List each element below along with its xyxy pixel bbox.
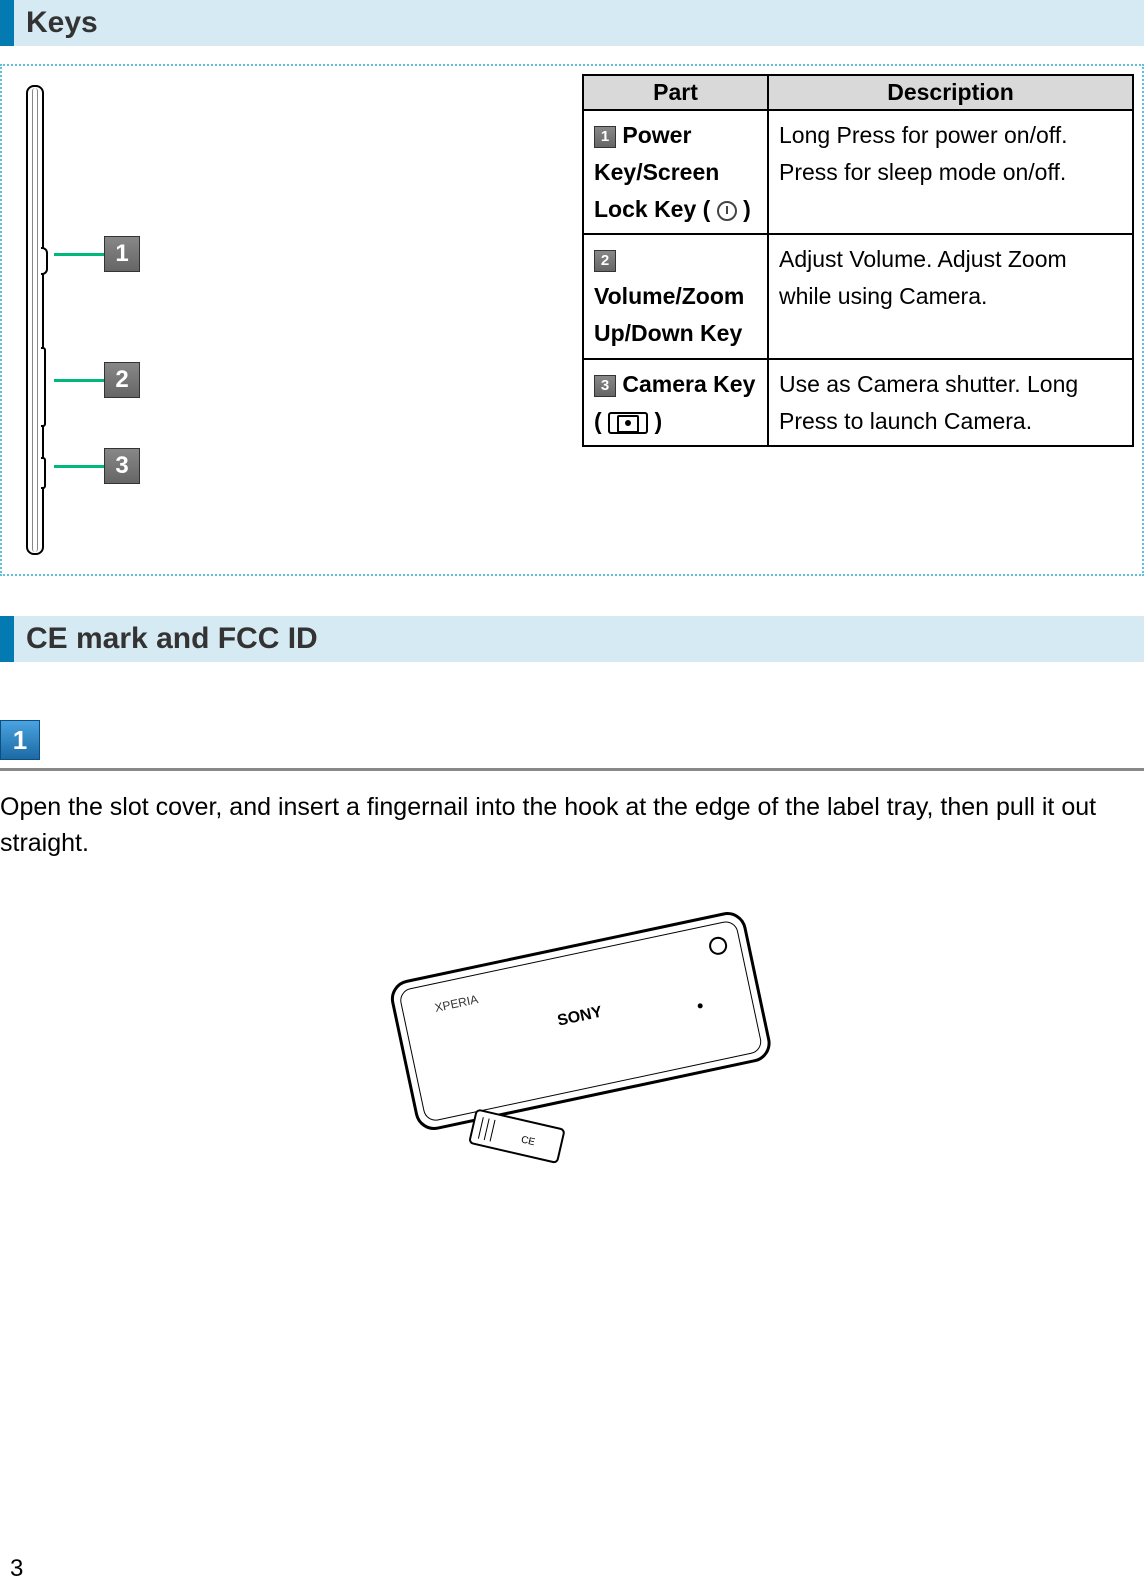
- desc-cell-3: Use as Camera shutter. Long Press to lau…: [768, 359, 1133, 447]
- desc-cell-1: Long Press for power on/off. Press for s…: [768, 110, 1133, 234]
- part-text: Power: [616, 122, 691, 148]
- callout-line: [54, 253, 104, 256]
- callout-line: [54, 465, 104, 468]
- table-header-row: Part Description: [583, 75, 1133, 110]
- part-text: Key/Screen Lock Key: [594, 159, 719, 222]
- callout-3: 3: [54, 448, 140, 484]
- phone-tray-svg: XPERIA SONY CE: [332, 878, 812, 1178]
- part-text: Camera: [616, 371, 707, 397]
- part-cell-2: 2 Volume/Zoom Up/Down Key: [583, 234, 768, 358]
- side-button-1: [41, 247, 48, 275]
- section-title: CE mark and FCC ID: [26, 622, 318, 655]
- step-instruction-text: Open the slot cover, and insert a finger…: [0, 789, 1144, 862]
- part-cell-3: 3 Camera Key ( ): [583, 359, 768, 447]
- power-icon: [717, 201, 737, 221]
- side-button-3: [41, 457, 46, 489]
- callout-badge-1: 1: [104, 236, 140, 272]
- side-button-2: [41, 347, 46, 427]
- section-header-keys: Keys: [0, 0, 1144, 46]
- phone-side-illustration: [26, 85, 44, 555]
- keys-table: Part Description 1 Power Key/Screen Lock…: [582, 74, 1134, 447]
- keys-diagram: 1 2 3: [6, 70, 576, 570]
- camera-icon: [608, 412, 648, 434]
- keys-content-row: 1 2 3 Part Description 1 Power Key/Scree…: [0, 64, 1144, 576]
- numbered-badge-icon: 1: [594, 126, 616, 148]
- desc-cell-2: Adjust Volume. Adjust Zoom while using C…: [768, 234, 1133, 358]
- part-suffix: ): [648, 408, 662, 434]
- callout-1: 1: [54, 236, 140, 272]
- table-row: 2 Volume/Zoom Up/Down Key Adjust Volume.…: [583, 234, 1133, 358]
- numbered-badge-icon: 2: [594, 250, 616, 272]
- part-cell-1: 1 Power Key/Screen Lock Key ( ): [583, 110, 768, 234]
- phone-back-illustration: XPERIA SONY CE: [332, 878, 812, 1178]
- part-text: Volume/Zoom Up/Down Key: [594, 283, 744, 346]
- section-header-ce-fcc: CE mark and FCC ID: [0, 616, 1144, 662]
- callout-line: [54, 379, 104, 382]
- header-description: Description: [768, 75, 1133, 110]
- callout-2: 2: [54, 362, 140, 398]
- section-title: Keys: [26, 6, 98, 39]
- table-row: 1 Power Key/Screen Lock Key ( ) Long Pre…: [583, 110, 1133, 234]
- paren-close: ): [737, 196, 751, 222]
- table-row: 3 Camera Key ( ) Use as Camera shutter. …: [583, 359, 1133, 447]
- step-badge-1: 1: [0, 720, 40, 760]
- step-divider: [0, 768, 1144, 771]
- callout-badge-3: 3: [104, 448, 140, 484]
- callout-badge-2: 2: [104, 362, 140, 398]
- header-part: Part: [583, 75, 768, 110]
- paren-open: (: [703, 196, 717, 222]
- page-number: 3: [10, 1555, 23, 1583]
- numbered-badge-icon: 3: [594, 375, 616, 397]
